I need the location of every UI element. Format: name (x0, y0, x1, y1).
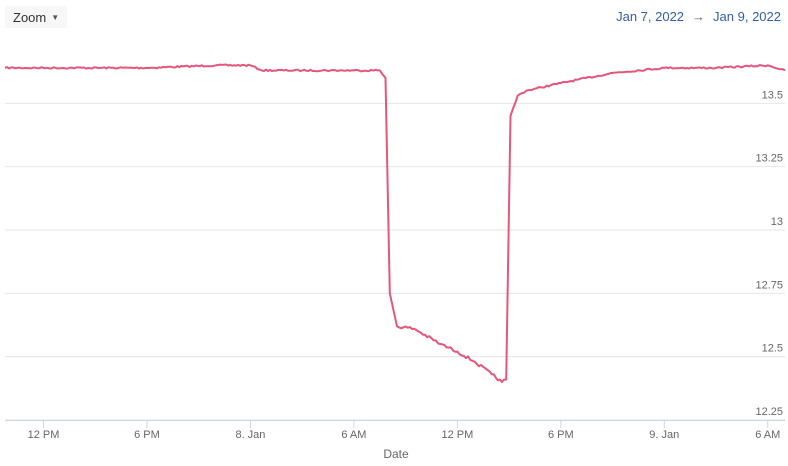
y-tick-label: 13.5 (762, 89, 783, 101)
x-tick-label: 12 PM (28, 429, 60, 441)
x-axis-title: Date (383, 447, 409, 461)
y-tick-label: 13.25 (755, 153, 783, 165)
series-line (4, 63, 786, 383)
x-tick-label: 6 PM (548, 429, 574, 441)
x-tick-label: 8. Jan (235, 429, 265, 441)
x-tick-label: 9. Jan (649, 429, 679, 441)
x-tick-label: 6 AM (341, 429, 366, 441)
x-tick-label: 6 AM (755, 429, 780, 441)
y-tick-label: 12.75 (755, 279, 783, 291)
date-range: Jan 7, 2022 → Jan 9, 2022 (616, 9, 781, 24)
range-from[interactable]: Jan 7, 2022 (616, 9, 685, 24)
y-tick-label: 13 (771, 216, 783, 228)
range-separator: → (692, 9, 706, 24)
x-tick-label: 6 PM (134, 429, 160, 441)
caret-down-icon: ▼ (51, 12, 60, 22)
y-tick-label: 12.5 (762, 343, 783, 355)
zoom-button[interactable]: Zoom ▼ (5, 6, 68, 28)
x-tick-label: 12 PM (441, 429, 473, 441)
y-tick-label: 12.25 (755, 406, 783, 418)
zoom-label: Zoom (13, 9, 47, 25)
range-to[interactable]: Jan 9, 2022 (713, 9, 781, 24)
